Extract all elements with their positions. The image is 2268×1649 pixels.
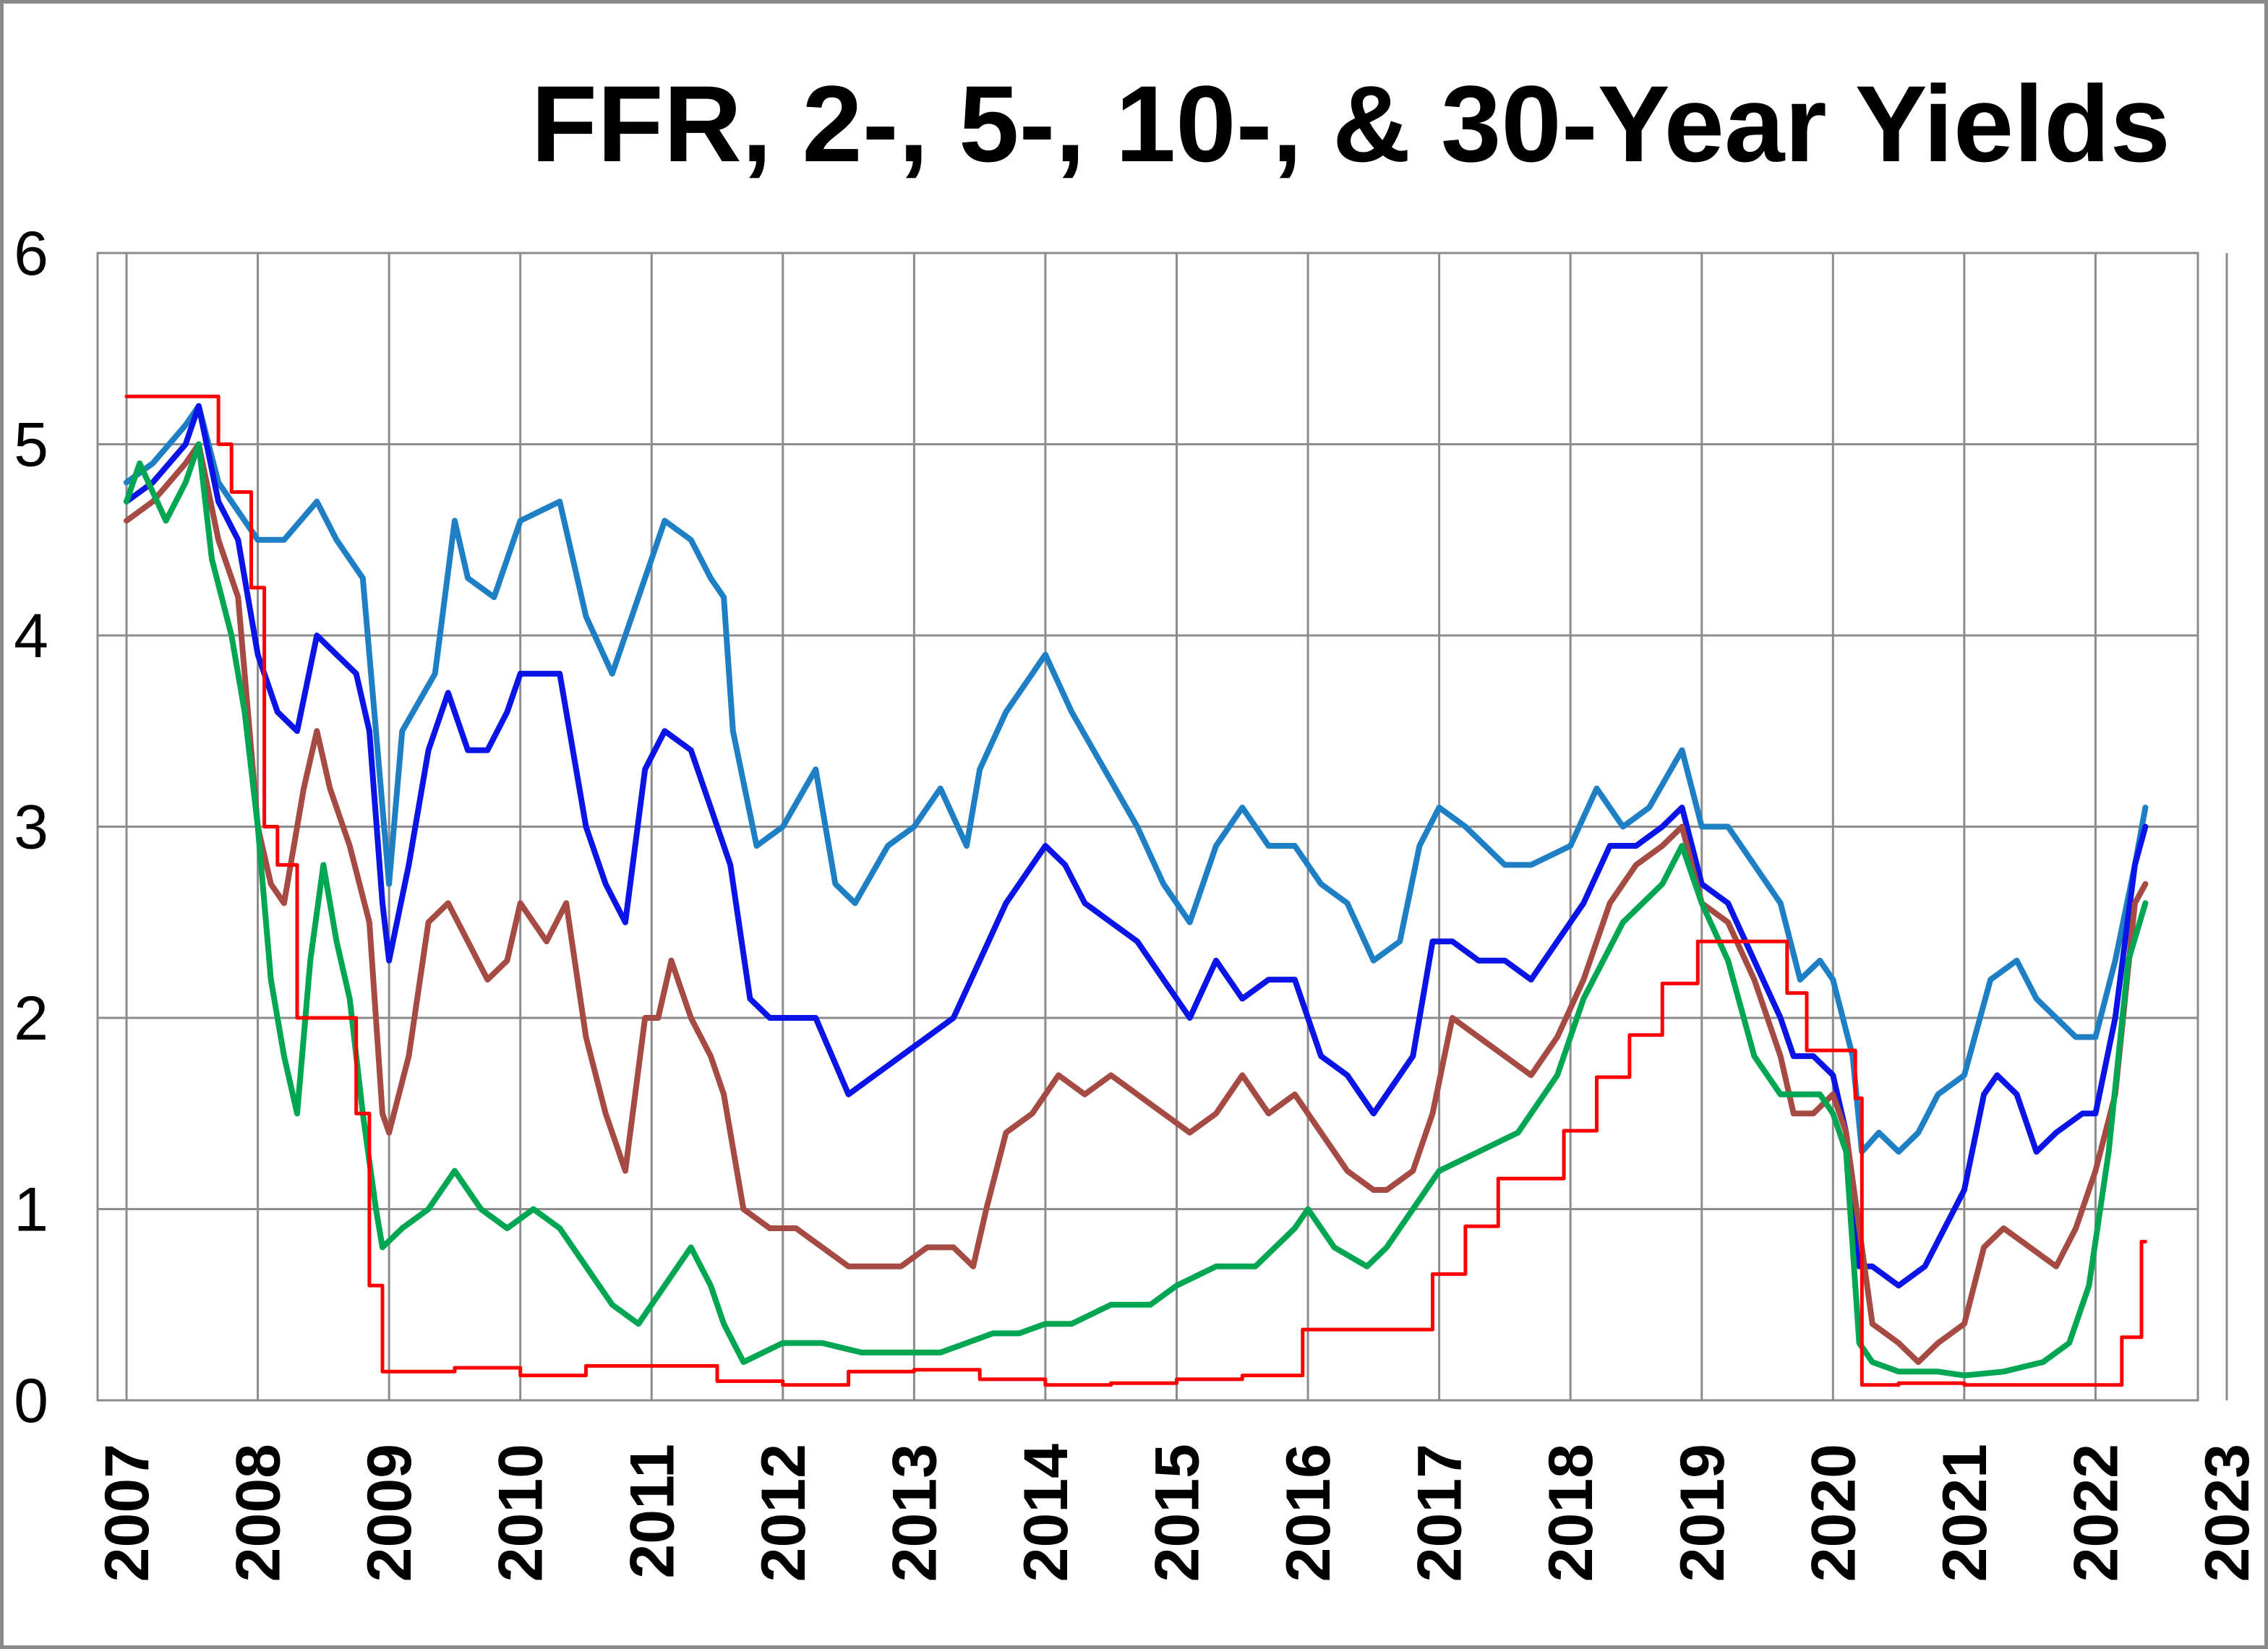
y-tick-label: 4 <box>14 601 48 671</box>
series-lines <box>124 394 2149 1387</box>
series-line-30y <box>124 403 2149 1155</box>
x-tick-label: 2009 <box>355 1444 424 1582</box>
line-chart: 0 1 2 3 4 5 6 2007 2008 2009 2010 2011 2012 2013 2014… <box>14 219 2262 1582</box>
x-tick-label: 2012 <box>749 1444 818 1582</box>
x-tick-label: 2020 <box>1799 1444 1868 1582</box>
y-axis-ticks: 0 1 2 3 4 5 6 <box>14 219 48 1436</box>
series-line-2y <box>124 441 2149 1379</box>
x-axis-ticks: 2007 2008 2009 2010 2011 2012 2013 2014 2015 2016… <box>93 1444 2262 1582</box>
y-tick-label: 6 <box>14 219 48 288</box>
chart-title: FFR, 2-, 5-, 10-, & 30-Year Yields <box>531 63 2170 184</box>
x-tick-label: 2016 <box>1274 1444 1343 1582</box>
x-tick-label: 2019 <box>1668 1444 1737 1582</box>
y-tick-label: 2 <box>14 984 48 1053</box>
y-tick-label: 0 <box>14 1366 48 1436</box>
x-tick-label: 2021 <box>1930 1444 2000 1582</box>
plot-border <box>96 252 2199 1402</box>
x-tick-label: 2014 <box>1011 1444 1081 1582</box>
y-tick-label: 3 <box>14 793 48 862</box>
grid-lines <box>96 252 2228 1402</box>
x-tick-label: 2018 <box>1536 1444 1606 1582</box>
series-line-ffr <box>124 394 2147 1387</box>
x-tick-label: 2022 <box>2061 1444 2131 1582</box>
x-tick-label: 2023 <box>2193 1444 2262 1582</box>
x-tick-label: 2015 <box>1143 1444 1212 1582</box>
x-tick-label: 2008 <box>224 1444 294 1582</box>
x-tick-label: 2007 <box>93 1444 162 1582</box>
x-tick-label: 2010 <box>487 1444 556 1582</box>
y-tick-label: 1 <box>14 1175 48 1245</box>
series-line-5y <box>124 441 2149 1366</box>
x-tick-label: 2013 <box>880 1444 949 1582</box>
series-line-10y <box>124 403 2149 1289</box>
x-tick-label: 2011 <box>617 1444 687 1579</box>
y-tick-label: 5 <box>14 411 48 480</box>
x-tick-label: 2017 <box>1405 1444 1475 1582</box>
